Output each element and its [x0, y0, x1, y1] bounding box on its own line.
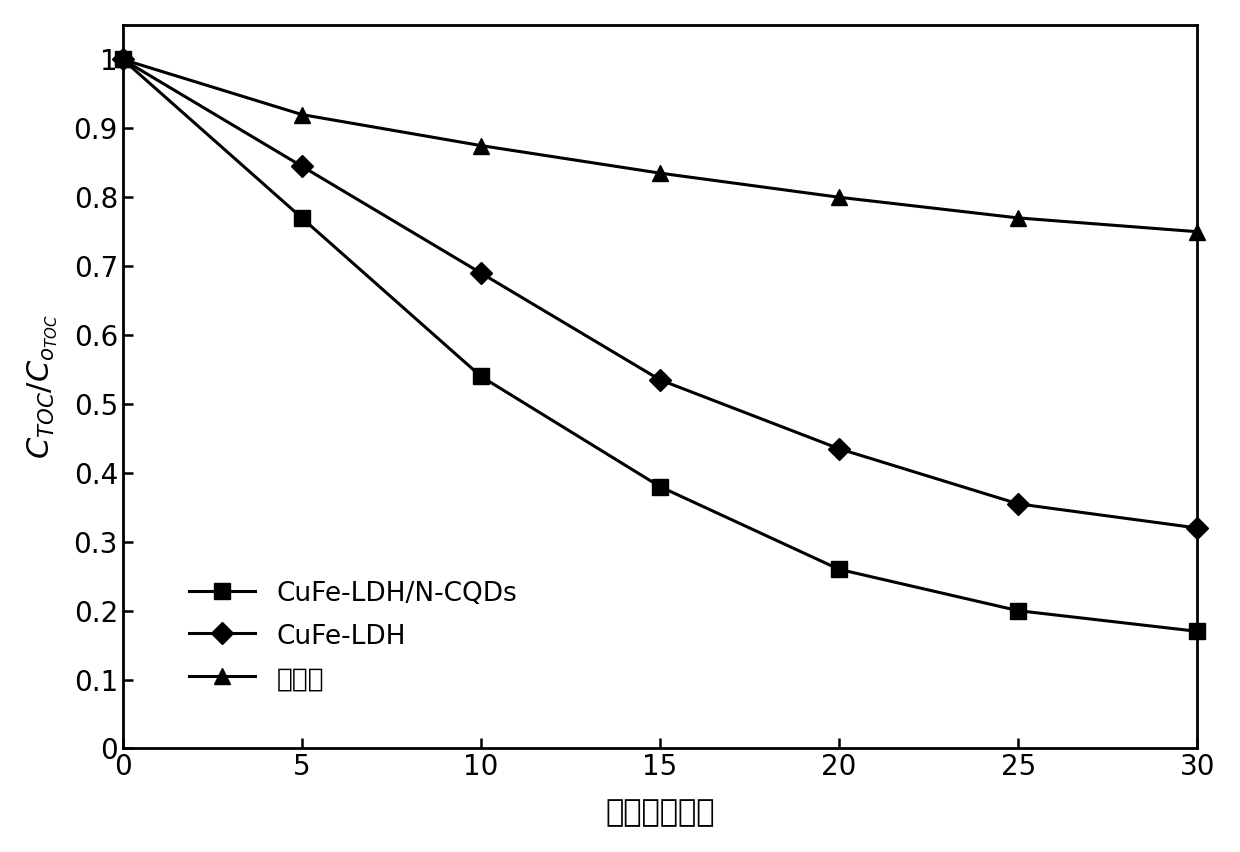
对照组 [1190, 227, 1205, 237]
CuFe-LDH [652, 375, 667, 385]
对照组 [652, 168, 667, 178]
Legend: CuFe-LDH/N-CQDs, CuFe-LDH, 对照组: CuFe-LDH/N-CQDs, CuFe-LDH, 对照组 [169, 559, 538, 714]
Line: CuFe-LDH/N-CQDs: CuFe-LDH/N-CQDs [115, 52, 1205, 639]
对照组 [294, 109, 309, 119]
对照组 [115, 55, 130, 65]
Y-axis label: $C_{TOC}/C_{o_{TOC}}$: $C_{TOC}/C_{o_{TOC}}$ [25, 314, 60, 459]
Line: CuFe-LDH: CuFe-LDH [115, 52, 1205, 536]
CuFe-LDH/N-CQDs [115, 55, 130, 65]
CuFe-LDH [832, 444, 847, 454]
CuFe-LDH [474, 268, 489, 278]
CuFe-LDH [1011, 498, 1025, 509]
X-axis label: 时间（分钟）: 时间（分钟） [605, 798, 714, 827]
对照组 [832, 193, 847, 203]
对照组 [1011, 213, 1025, 223]
对照组 [474, 141, 489, 151]
CuFe-LDH [115, 55, 130, 65]
Line: 对照组: 对照组 [115, 52, 1205, 239]
CuFe-LDH/N-CQDs [832, 564, 847, 574]
CuFe-LDH [1190, 523, 1205, 533]
CuFe-LDH/N-CQDs [1190, 626, 1205, 636]
CuFe-LDH [294, 161, 309, 171]
CuFe-LDH/N-CQDs [294, 213, 309, 223]
CuFe-LDH/N-CQDs [652, 481, 667, 492]
CuFe-LDH/N-CQDs [1011, 606, 1025, 616]
CuFe-LDH/N-CQDs [474, 371, 489, 382]
